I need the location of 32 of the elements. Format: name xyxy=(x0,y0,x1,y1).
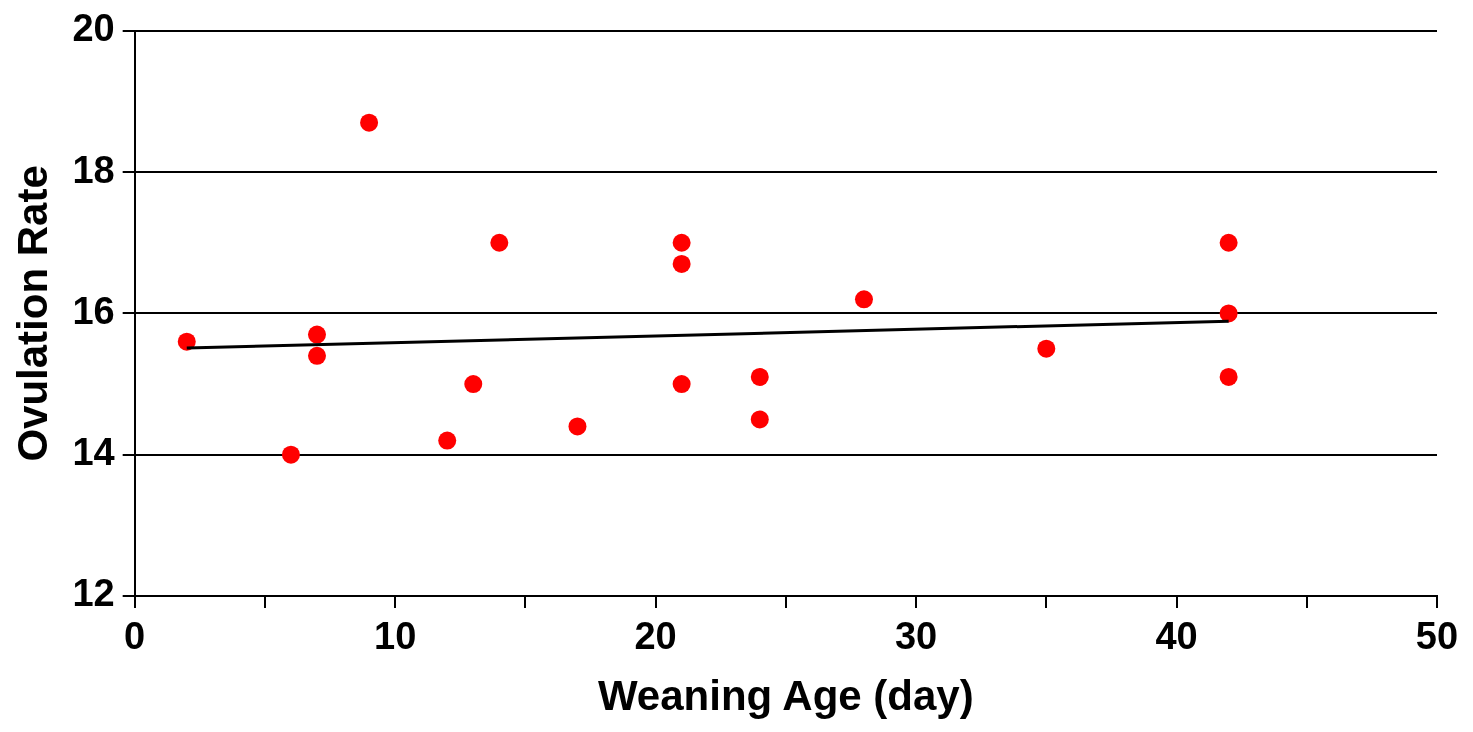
point xyxy=(568,417,587,436)
point xyxy=(1219,367,1238,386)
x-tick-label: 20 xyxy=(634,615,677,658)
point xyxy=(490,233,509,252)
point xyxy=(672,233,691,252)
point xyxy=(438,431,457,450)
point xyxy=(1219,304,1238,323)
point xyxy=(750,367,769,386)
x-tick-label: 50 xyxy=(1415,615,1459,658)
y-tick-label: 18 xyxy=(72,148,115,191)
y-tick-label: 20 xyxy=(72,7,115,50)
x-tick-label: 40 xyxy=(1155,615,1198,658)
point xyxy=(360,113,379,132)
point xyxy=(1037,339,1056,358)
point xyxy=(672,254,691,273)
point xyxy=(281,445,300,464)
point xyxy=(1219,233,1238,252)
y-tick-label: 12 xyxy=(72,572,115,615)
point xyxy=(177,332,196,351)
point xyxy=(464,375,483,394)
y-axis-title: Ovulation Rate xyxy=(8,165,56,462)
x-tick-label: 30 xyxy=(894,615,938,658)
point xyxy=(750,410,769,429)
y-tick-label: 14 xyxy=(72,431,115,474)
point xyxy=(307,325,326,344)
x-axis-title: Weaning Age (day) xyxy=(597,672,974,720)
point xyxy=(854,290,873,309)
x-tick-label: 10 xyxy=(373,615,417,658)
x-tick-label: 0 xyxy=(124,615,146,658)
point xyxy=(672,375,691,394)
y-tick-label: 16 xyxy=(72,289,115,332)
point xyxy=(307,346,326,365)
